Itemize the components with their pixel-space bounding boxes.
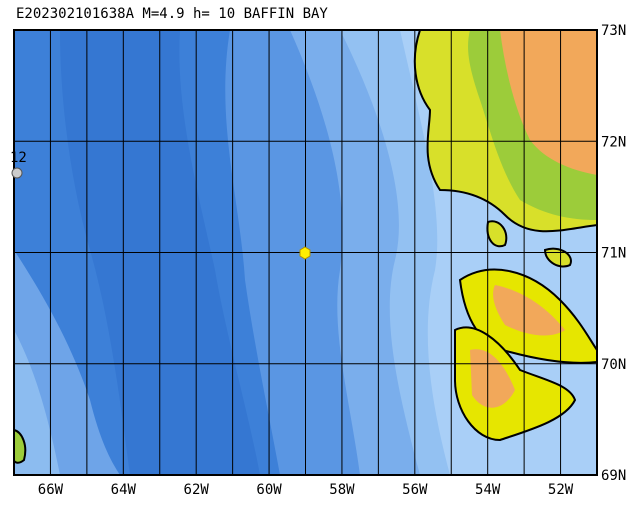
station-marker bbox=[11, 167, 23, 179]
lat-label: 69N bbox=[601, 468, 626, 484]
lon-label: 66W bbox=[38, 482, 64, 498]
lon-label: 52W bbox=[548, 482, 574, 498]
lon-label: 64W bbox=[111, 482, 137, 498]
lon-label: 62W bbox=[184, 482, 210, 498]
lon-label: 56W bbox=[402, 482, 428, 498]
small-island bbox=[543, 247, 572, 268]
map-title: E202302101638A M=4.9 h= 10 BAFFIN BAY bbox=[16, 6, 328, 22]
lat-label: 71N bbox=[601, 246, 626, 262]
lon-label: 58W bbox=[329, 482, 355, 498]
lat-label: 72N bbox=[601, 134, 626, 150]
map-area bbox=[14, 30, 597, 475]
lon-label: 60W bbox=[256, 482, 282, 498]
epicenter bbox=[299, 246, 311, 260]
station-label: 12 bbox=[10, 150, 27, 166]
axis-labels: 73N 72N 71N 70N 69N 66W 64W 62W 60W 58W 56W 54W 52W bbox=[38, 23, 627, 498]
small-island bbox=[486, 220, 508, 248]
lon-label: 54W bbox=[475, 482, 501, 498]
land-peninsula-high bbox=[493, 285, 565, 336]
map-frame bbox=[13, 29, 598, 476]
shallow-west bbox=[14, 330, 60, 475]
lat-label: 70N bbox=[601, 357, 626, 373]
lat-label: 73N bbox=[601, 23, 626, 39]
